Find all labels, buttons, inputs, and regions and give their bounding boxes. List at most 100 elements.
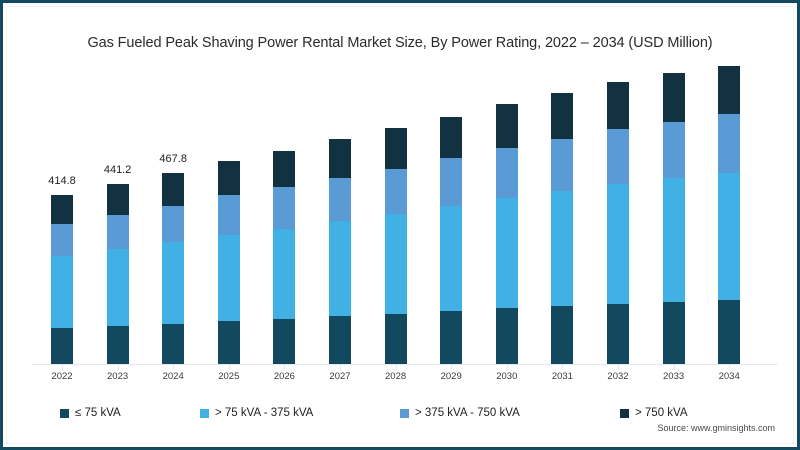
legend-swatch-icon: [200, 408, 209, 418]
chart-inner-panel: Gas Fueled Peak Shaving Power Rental Mar…: [6, 6, 794, 444]
bar-segment[interactable]: [551, 138, 574, 192]
bar-column[interactable]: [718, 65, 741, 364]
bar-segment[interactable]: [217, 161, 240, 196]
bar-segment[interactable]: [607, 303, 629, 364]
bar-segment[interactable]: [106, 214, 129, 250]
bar-segment[interactable]: [273, 228, 296, 320]
bar-segment[interactable]: [273, 150, 296, 188]
legend-label: > 750 kVA: [635, 407, 688, 419]
bar-segment[interactable]: [440, 206, 463, 312]
bar-segment[interactable]: [495, 147, 518, 199]
bar-segment[interactable]: [551, 306, 574, 364]
bar-segment[interactable]: [384, 314, 407, 364]
bar-column[interactable]: [106, 183, 129, 364]
bar-segment[interactable]: [718, 65, 741, 115]
bar-segment[interactable]: [162, 242, 185, 324]
bar-column[interactable]: [440, 116, 463, 364]
bar-segment[interactable]: [495, 308, 518, 364]
legend-label: > 375 kVA - 750 kVA: [415, 407, 520, 419]
bar-segment[interactable]: [217, 321, 240, 364]
bar-segment[interactable]: [51, 194, 73, 224]
bar-segment[interactable]: [162, 173, 185, 206]
x-axis-tick: [729, 365, 731, 370]
x-axis-tick: [506, 365, 508, 370]
x-axis-label: 2026: [273, 371, 295, 382]
legend-swatch-icon: [620, 408, 629, 418]
bar-column[interactable]: [273, 150, 296, 364]
bar-segment[interactable]: [384, 214, 407, 315]
plot-area: [37, 62, 777, 364]
bar-segment[interactable]: [662, 121, 685, 179]
x-axis-line: [32, 364, 778, 365]
bar-column[interactable]: [607, 82, 629, 364]
x-axis-label: 2028: [385, 371, 407, 382]
bar-value-label: 441.2: [103, 163, 132, 176]
source-note: Source: www.gminsights.com: [657, 423, 775, 433]
legend-item[interactable]: > 75 kVA - 375 kVA: [200, 407, 400, 419]
bar-segment[interactable]: [329, 316, 351, 364]
legend-label: > 75 kVA - 375 kVA: [215, 407, 314, 419]
bar-segment[interactable]: [273, 319, 296, 364]
bar-segment[interactable]: [718, 114, 741, 173]
bar-column[interactable]: [662, 73, 685, 364]
x-axis-tick: [340, 365, 341, 370]
legend-item[interactable]: > 375 kVA - 750 kVA: [400, 407, 620, 419]
x-axis-tick: [451, 365, 453, 370]
bar-segment[interactable]: [607, 82, 629, 130]
bar-segment[interactable]: [440, 116, 463, 159]
legend: ≤ 75 kVA > 75 kVA - 375 kVA > 375 kVA - 75…: [7, 407, 793, 419]
x-axis-tick: [673, 365, 675, 370]
bar-segment[interactable]: [162, 205, 185, 243]
bar-segment[interactable]: [162, 323, 185, 364]
bar-segment[interactable]: [495, 198, 518, 309]
bar-segment[interactable]: [273, 187, 296, 229]
x-axis-label: 2027: [329, 371, 351, 382]
bar-segment[interactable]: [106, 326, 129, 364]
bar-segment[interactable]: [440, 311, 463, 364]
bar-segment[interactable]: [718, 299, 741, 364]
bar-segment[interactable]: [106, 183, 129, 215]
bar-column[interactable]: [162, 173, 185, 364]
bar-column[interactable]: [51, 194, 73, 364]
x-axis-tick: [618, 365, 619, 370]
bar-segment[interactable]: [384, 168, 407, 215]
x-axis-label: 2032: [607, 371, 629, 382]
bar-segment[interactable]: [662, 178, 685, 302]
bar-segment[interactable]: [662, 301, 685, 364]
bar-segment[interactable]: [440, 158, 463, 207]
page-title: Gas Fueled Peak Shaving Power Rental Mar…: [87, 35, 713, 51]
bar-segment[interactable]: [329, 177, 351, 222]
bar-column[interactable]: [329, 138, 351, 364]
bar-segment[interactable]: [51, 327, 73, 364]
bar-segment[interactable]: [607, 184, 629, 304]
legend-swatch-icon: [400, 408, 409, 418]
x-axis-tick: [562, 365, 564, 370]
x-axis-tick: [228, 365, 230, 370]
x-axis-label: 2030: [496, 371, 518, 382]
bar-segment[interactable]: [607, 129, 629, 184]
bar-segment[interactable]: [662, 73, 685, 122]
x-axis-label: 2034: [718, 371, 740, 382]
bar-segment[interactable]: [51, 256, 73, 328]
bar-segment[interactable]: [329, 138, 351, 178]
legend-item[interactable]: ≤ 75 kVA: [60, 407, 200, 419]
x-axis-tick: [117, 365, 119, 370]
bar-column[interactable]: [217, 161, 240, 364]
x-axis-label: 2024: [162, 371, 184, 382]
bar-segment[interactable]: [106, 249, 129, 327]
bar-segment[interactable]: [551, 191, 574, 307]
bar-segment[interactable]: [217, 195, 240, 235]
x-axis-label: 2033: [663, 371, 685, 382]
bar-segment[interactable]: [51, 223, 73, 257]
bar-column[interactable]: [384, 128, 407, 364]
bar-segment[interactable]: [329, 221, 351, 317]
bar-segment[interactable]: [495, 104, 518, 148]
x-axis-tick: [284, 365, 286, 370]
bar-segment[interactable]: [551, 93, 574, 139]
bar-segment[interactable]: [384, 128, 407, 169]
bar-segment[interactable]: [718, 172, 741, 300]
bar-column[interactable]: [495, 104, 518, 364]
legend-item[interactable]: > 750 kVA: [620, 407, 740, 419]
bar-segment[interactable]: [217, 234, 240, 322]
bar-column[interactable]: [551, 93, 574, 364]
